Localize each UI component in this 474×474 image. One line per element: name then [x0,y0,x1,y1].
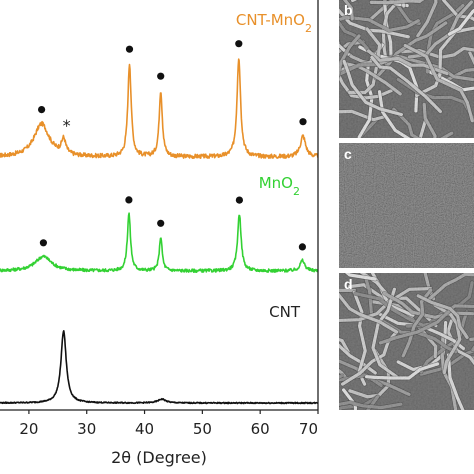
panel-label-c: c [344,146,352,162]
x-tick-label-20: 20 [19,420,38,438]
panel-label-b: b [344,2,353,18]
peak-dot-0-5 [299,118,307,126]
series-layer [0,58,319,405]
series-line-0 [0,58,319,159]
series-label-2: CNT [269,303,301,321]
x-tick-label-40: 40 [135,420,154,438]
peak-dot-1-4 [298,243,306,251]
series-labels: CNT-MnO2 MnO2 CNT [236,11,312,321]
peak-dot-1-2 [157,219,165,227]
x-tick-label-50: 50 [193,420,212,438]
peak-dot-0-3 [157,72,165,80]
series-line-1 [0,212,319,273]
peak-dot-1-3 [235,196,243,204]
series-label-0: CNT-MnO2 [236,11,312,35]
peak-markers: * [38,40,307,251]
sem-panel-d: d [339,273,474,410]
peak-dot-0-2 [125,45,134,53]
sem-panel-c: c [339,143,474,268]
impurity-star-0: * [63,116,71,135]
series-label-1: MnO2 [259,174,300,198]
x-tick-label-30: 30 [77,420,96,438]
peak-dot-1-1 [125,196,133,204]
x-ticks: 20 30 40 50 60 70 [19,410,319,438]
sem-panel-b: b [339,0,474,138]
panel-label-d: d [344,276,353,292]
x-tick-label-60: 60 [251,420,270,438]
peak-dot-0-4 [235,40,243,48]
series-line-2 [0,330,319,405]
x-axis-title: 2θ (Degree) [111,448,207,467]
x-tick-label-70: 70 [299,420,318,438]
peak-dot-1-0 [39,239,48,247]
peak-dot-0-0 [38,106,46,114]
xrd-plot: * CNT-MnO2 MnO2 CNT 20 30 40 50 60 70 2θ (Degre… [0,0,319,467]
